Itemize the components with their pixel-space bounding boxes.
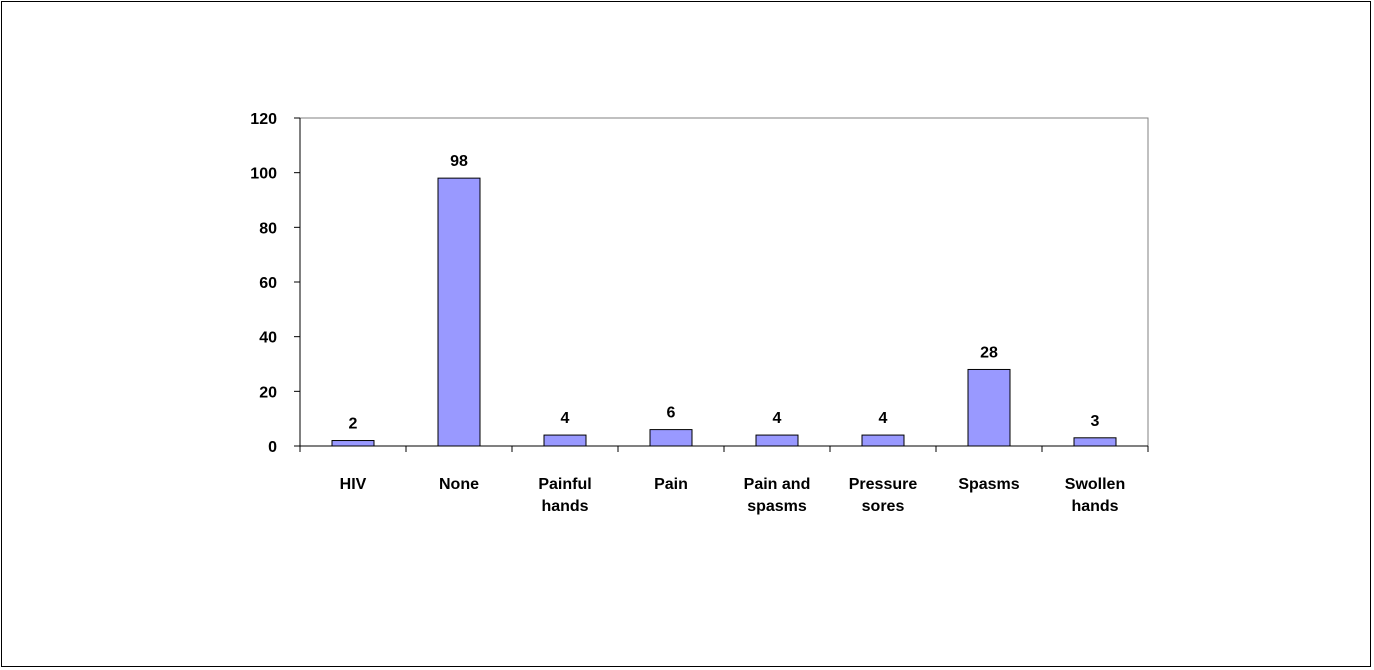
- y-tick-label: 20: [259, 384, 277, 401]
- x-category-label: Pain: [654, 476, 688, 493]
- y-tick-label: 0: [268, 439, 277, 456]
- bar: [649, 429, 693, 447]
- x-category-label: Pain and spasms: [744, 476, 811, 515]
- data-label: 3: [1091, 413, 1100, 430]
- x-category-label: Spasms: [958, 476, 1019, 493]
- data-label: 4: [879, 410, 888, 427]
- plot-area: [299, 117, 1149, 447]
- bar: [437, 177, 481, 447]
- data-label: 28: [980, 344, 998, 361]
- y-axis: 0 20 40 60 80 100 120: [250, 111, 301, 456]
- x-category-label: None: [439, 476, 479, 493]
- x-category-label: Painful hands: [538, 476, 591, 515]
- data-label: 98: [450, 153, 468, 170]
- bar: [331, 440, 375, 447]
- y-tick-label: 100: [250, 166, 277, 183]
- data-label: 2: [349, 416, 358, 433]
- bar: [543, 434, 587, 447]
- bar: [861, 434, 905, 447]
- plot-border: [299, 117, 1149, 447]
- data-label: 4: [561, 410, 570, 427]
- y-tick-label: 80: [259, 220, 277, 237]
- bar: [755, 434, 799, 447]
- x-axis: HIV None Painful hands Pain Pain and spasms Pre…: [299, 445, 1149, 515]
- data-label: 6: [667, 405, 676, 422]
- y-tick-label: 40: [259, 330, 277, 347]
- bar: [967, 368, 1011, 447]
- data-labels: 2 98 4 6 4 4 28 3: [349, 153, 1100, 432]
- x-category-label: Swollen hands: [1065, 476, 1125, 515]
- bar: [1073, 437, 1117, 447]
- x-category-label: Pressure sores: [849, 476, 918, 515]
- data-label: 4: [773, 410, 782, 427]
- y-tick-label: 60: [259, 275, 277, 292]
- x-category-label: HIV: [340, 476, 367, 493]
- bars: [331, 177, 1117, 447]
- y-tick-label: 120: [250, 111, 277, 128]
